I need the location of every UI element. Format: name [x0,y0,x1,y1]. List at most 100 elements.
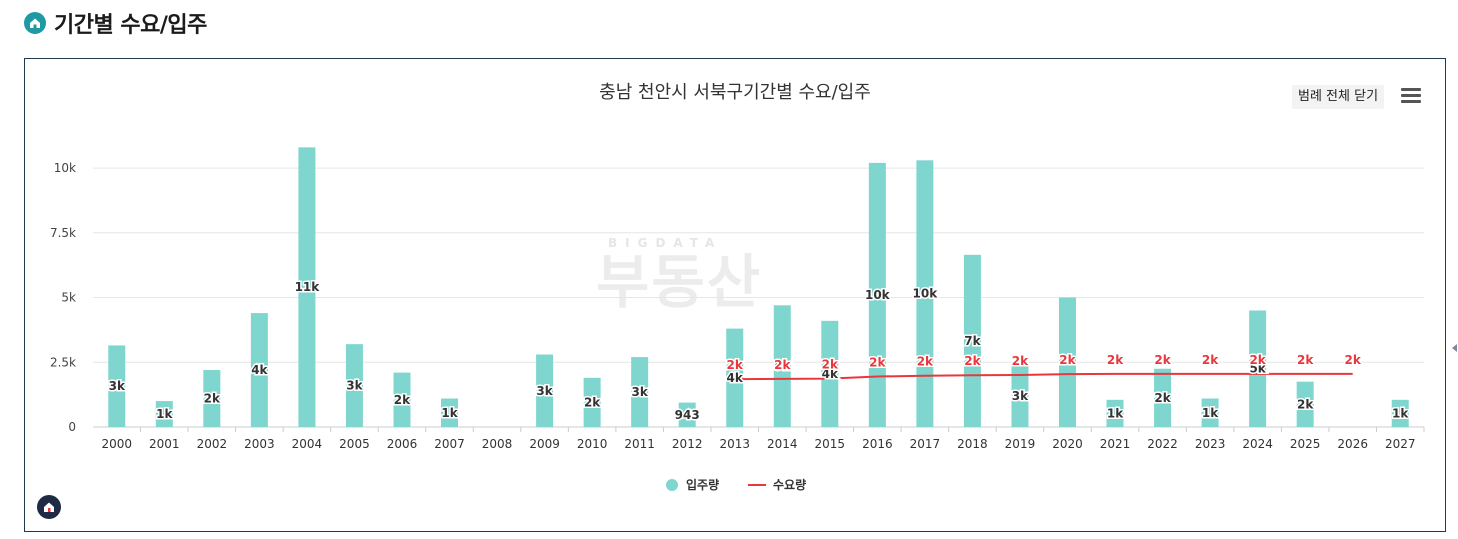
bar[interactable] [678,402,696,427]
bar[interactable] [203,370,221,427]
watermark-subtext: BIGDATA [608,236,723,250]
bar[interactable] [1154,368,1172,427]
bar[interactable] [773,305,791,427]
bar[interactable] [1058,297,1076,427]
line-data-label: 2k [964,354,981,368]
bar-data-label: 3k [536,384,553,398]
line-data-label: 2k [1012,354,1029,368]
bar-data-label: 2k [204,392,221,406]
chart-panel: 충남 천안시 서북구기간별 수요/입주 범례 전체 닫기 [24,58,1446,532]
brand-logo-icon [37,495,61,519]
line-data-label: 2k [1107,353,1124,367]
bar-data-label: 10k [865,288,891,302]
bar[interactable] [250,313,268,427]
x-tick-label: 2027 [1385,437,1416,451]
line-data-label: 2k [1297,353,1314,367]
x-tick-label: 2013 [719,437,750,451]
bar-data-label: 11k [295,280,321,294]
page-title: 기간별 수요/입주 [54,13,207,38]
bar[interactable] [1201,398,1219,427]
bar[interactable] [916,160,934,427]
bar[interactable] [726,328,744,427]
x-tick-label: 2009 [529,437,560,451]
x-tick-label: 2026 [1337,437,1368,451]
bar-data-label: 2k [394,393,411,407]
x-tick-label: 2016 [862,437,893,451]
hamburger-menu-icon[interactable] [1401,88,1421,104]
bar[interactable] [1249,310,1267,427]
x-tick-label: 2007 [434,437,465,451]
bar[interactable] [963,254,981,427]
line-data-label: 2k [727,358,744,372]
y-tick-label: 7.5k [50,226,76,240]
bar[interactable] [1391,399,1409,427]
bar-data-label: 1k [1202,406,1219,420]
demand-line [734,372,1353,381]
bar-data-label: 2k [1297,397,1314,411]
x-tick-label: 2021 [1100,437,1131,451]
bar[interactable] [155,401,173,427]
x-tick-label: 2000 [101,437,132,451]
x-tick-label: 2011 [624,437,655,451]
bar-data-label: 2k [1154,391,1171,405]
bar-data-label: 3k [346,379,363,393]
bar[interactable] [536,354,554,428]
bar-data-label: 1k [441,406,458,420]
bar[interactable] [1296,381,1314,427]
legend-bar-swatch[interactable] [666,479,678,491]
chart-plot: 0 2.5k 5k 7.5k 10k 2000 2001 2002 2003 2004 2005 20… [50,147,1425,492]
x-tick-label: 2005 [339,437,370,451]
bar[interactable] [821,320,839,427]
bar[interactable] [393,372,411,427]
x-tick-label: 2004 [292,437,323,451]
line-data-label: 2k [774,358,791,372]
x-tick-label: 2017 [910,437,941,451]
x-tick-label: 2024 [1242,437,1273,451]
bar[interactable] [298,147,316,427]
page-header: 기간별 수요/입주 [24,8,207,38]
bar-data-label: 4k [822,367,839,381]
line-data-label: 2k [1249,353,1266,367]
line-data-label: 2k [822,358,839,372]
y-tick-label: 10k [54,161,76,175]
bar-data-label: 3k [631,385,648,399]
legend-bar-label[interactable]: 입주량 [686,478,719,492]
x-tick-label: 2014 [767,437,798,451]
home-icon [24,12,46,34]
line-data-label: 2k [1345,353,1362,367]
side-collapse-arrow-icon[interactable] [1452,344,1457,352]
bar[interactable] [868,162,886,427]
y-tick-label: 5k [61,291,76,305]
x-tick-label: 2022 [1147,437,1178,451]
line-data-label: 2k [1202,353,1219,367]
bar[interactable] [631,357,649,427]
bar-data-label: 943 [675,408,700,422]
x-tick-label: 2019 [1005,437,1036,451]
bar[interactable] [583,377,601,427]
x-tick-label: 2002 [197,437,228,451]
line-data-label: 2k [917,355,934,369]
x-tick-label: 2012 [672,437,703,451]
bar-data-label: 5k [1249,362,1266,376]
bar[interactable] [345,344,363,427]
legend-line-label[interactable]: 수요량 [773,478,806,492]
line-data-label: 2k [1059,353,1076,367]
x-tick-label: 2015 [815,437,846,451]
x-tick-label: 2023 [1195,437,1226,451]
y-tick-label: 0 [68,420,76,434]
bar-data-label: 4k [251,363,268,377]
bar-data-label: 7k [964,334,981,348]
x-tick-label: 2025 [1290,437,1321,451]
line-data-label: 2k [1154,353,1171,367]
bar[interactable] [1011,364,1029,427]
bar[interactable] [441,398,459,427]
bar-data-label: 4k [727,371,744,385]
bar[interactable] [108,345,126,427]
bar-data-label: 5k [774,359,791,373]
x-tick-label: 2010 [577,437,608,451]
bar-data-label: 3k [1012,389,1029,403]
bar[interactable] [1106,399,1124,427]
legend-toggle-button[interactable]: 범례 전체 닫기 [1292,85,1385,109]
x-tick-label: 2020 [1052,437,1083,451]
bar-data-label: 2k [584,395,601,409]
